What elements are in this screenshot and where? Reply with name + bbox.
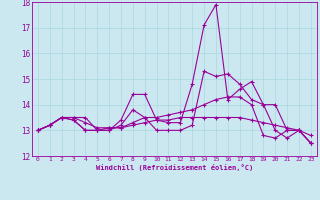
- X-axis label: Windchill (Refroidissement éolien,°C): Windchill (Refroidissement éolien,°C): [96, 164, 253, 171]
